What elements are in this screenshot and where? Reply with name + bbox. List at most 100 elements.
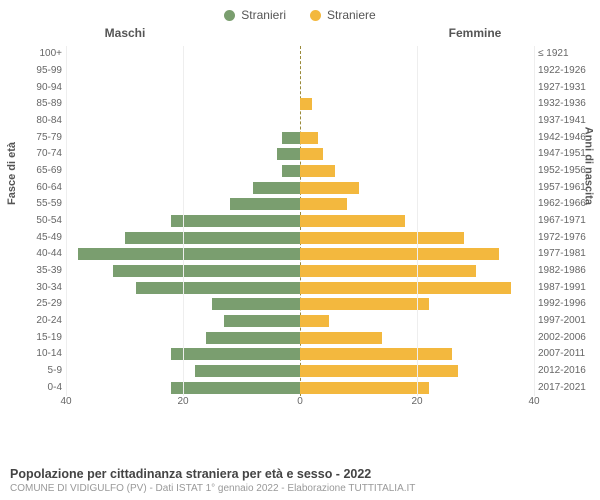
x-gridline	[417, 46, 418, 396]
y-label-age: 95-99	[10, 65, 62, 76]
y-label-age: 10-14	[10, 348, 62, 359]
bar-male	[282, 132, 300, 144]
pyramid-row	[66, 232, 534, 244]
bar-female	[300, 332, 382, 344]
y-label-birth: 1947-1951	[538, 148, 590, 159]
y-label-birth: 1942-1946	[538, 132, 590, 143]
bar-male	[206, 332, 300, 344]
bar-male	[230, 198, 300, 210]
bar-male	[113, 265, 300, 277]
x-gridline	[66, 46, 67, 396]
pyramid-row	[66, 382, 534, 394]
y-label-age: 65-69	[10, 165, 62, 176]
pyramid-row	[66, 348, 534, 360]
pyramid-row	[66, 82, 534, 94]
y-label-birth: 2007-2011	[538, 348, 590, 359]
footer-subtitle: COMUNE DI VIDIGULFO (PV) - Dati ISTAT 1°…	[10, 483, 590, 494]
bar-female	[300, 98, 312, 110]
x-gridline	[183, 46, 184, 396]
y-label-birth: 1927-1931	[538, 82, 590, 93]
legend-item-male: Stranieri	[224, 8, 286, 22]
x-gridline	[534, 46, 535, 396]
bar-male	[78, 248, 300, 260]
y-label-age: 75-79	[10, 132, 62, 143]
legend-label-male: Stranieri	[241, 8, 286, 22]
bar-female	[300, 382, 429, 394]
bar-female	[300, 165, 335, 177]
footer: Popolazione per cittadinanza straniera p…	[10, 467, 590, 494]
y-label-birth: 1977-1981	[538, 248, 590, 259]
y-label-birth: 1972-1976	[538, 232, 590, 243]
footer-title: Popolazione per cittadinanza straniera p…	[10, 467, 590, 481]
y-label-age: 45-49	[10, 232, 62, 243]
bar-female	[300, 232, 464, 244]
y-label-birth: 1962-1966	[538, 198, 590, 209]
y-label-age: 60-64	[10, 182, 62, 193]
chart-area: Fasce di età Anni di nascita 402002040 1…	[8, 40, 592, 430]
y-label-birth: 2012-2016	[538, 365, 590, 376]
bar-male	[125, 232, 301, 244]
y-label-age: 20-24	[10, 315, 62, 326]
y-label-age: 35-39	[10, 265, 62, 276]
pyramid-row	[66, 115, 534, 127]
y-label-birth: 1922-1926	[538, 65, 590, 76]
y-label-age: 5-9	[10, 365, 62, 376]
plot	[66, 46, 534, 396]
x-tick: 0	[297, 396, 303, 407]
pyramid-row	[66, 148, 534, 160]
column-titles: Maschi Femmine	[0, 26, 600, 40]
pyramid-row	[66, 265, 534, 277]
bar-female	[300, 182, 359, 194]
y-label-birth: 1952-1956	[538, 165, 590, 176]
y-label-birth: 1937-1941	[538, 115, 590, 126]
y-label-age: 100+	[10, 48, 62, 59]
bar-male	[224, 315, 300, 327]
bar-female	[300, 132, 318, 144]
male-swatch	[224, 10, 235, 21]
pyramid-row	[66, 315, 534, 327]
x-tick: 20	[411, 396, 422, 407]
y-label-age: 40-44	[10, 248, 62, 259]
title-female: Femmine	[300, 26, 600, 40]
x-axis: 402002040	[66, 396, 534, 416]
bar-male	[171, 348, 300, 360]
y-label-age: 55-59	[10, 198, 62, 209]
legend: Stranieri Straniere	[0, 0, 600, 26]
x-tick: 20	[177, 396, 188, 407]
y-label-birth: 1987-1991	[538, 282, 590, 293]
title-male: Maschi	[0, 26, 300, 40]
bar-male	[253, 182, 300, 194]
y-label-birth: 1957-1961	[538, 182, 590, 193]
y-label-birth: 2002-2006	[538, 332, 590, 343]
y-label-age: 80-84	[10, 115, 62, 126]
pyramid-row	[66, 365, 534, 377]
pyramid-row	[66, 198, 534, 210]
legend-item-female: Straniere	[310, 8, 376, 22]
bar-male	[282, 165, 300, 177]
pyramid-row	[66, 65, 534, 77]
y-label-birth: 1932-1936	[538, 98, 590, 109]
bar-female	[300, 265, 476, 277]
bar-female	[300, 248, 499, 260]
y-label-age: 30-34	[10, 282, 62, 293]
y-label-birth: 1992-1996	[538, 298, 590, 309]
y-label-age: 85-89	[10, 98, 62, 109]
y-label-age: 25-29	[10, 298, 62, 309]
pyramid-row	[66, 332, 534, 344]
female-swatch	[310, 10, 321, 21]
x-tick: 40	[528, 396, 539, 407]
y-label-age: 70-74	[10, 148, 62, 159]
pyramid-row	[66, 48, 534, 60]
bar-female	[300, 365, 458, 377]
bar-male	[195, 365, 300, 377]
legend-label-female: Straniere	[327, 8, 376, 22]
bar-male	[171, 215, 300, 227]
bar-female	[300, 215, 405, 227]
y-label-birth: 1997-2001	[538, 315, 590, 326]
y-label-birth: 2017-2021	[538, 382, 590, 393]
bar-female	[300, 298, 429, 310]
bar-male	[171, 382, 300, 394]
pyramid-row	[66, 282, 534, 294]
x-tick: 40	[60, 396, 71, 407]
pyramid-row	[66, 98, 534, 110]
